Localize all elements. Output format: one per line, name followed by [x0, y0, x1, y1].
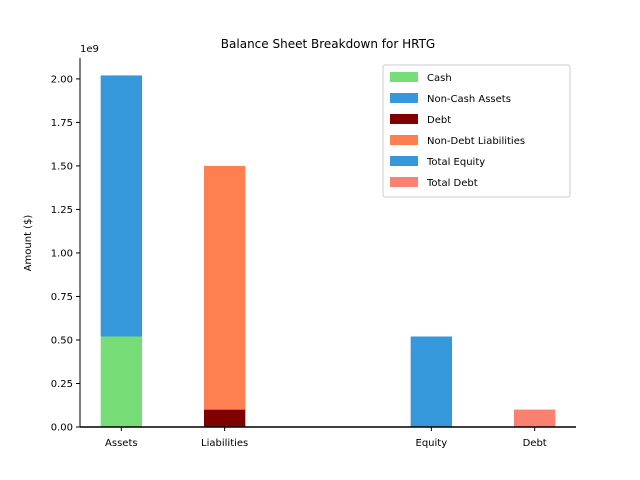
- legend-label: Non-Debt Liabilities: [427, 136, 525, 147]
- bars-group: [100, 75, 556, 427]
- y-tick-label: 1.75: [51, 118, 73, 129]
- y-tick-label: 0.25: [51, 379, 73, 390]
- legend-label: Total Debt: [426, 178, 478, 189]
- y-axis-multiplier: 1e9: [80, 44, 99, 55]
- legend-box: [382, 64, 571, 198]
- y-tick-label: 1.50: [51, 161, 73, 172]
- y-tick-label: 1.25: [51, 205, 73, 216]
- legend-swatch: [390, 156, 418, 166]
- x-tick-label: Debt: [523, 438, 547, 449]
- legend-swatch: [390, 72, 418, 82]
- bar-non-cash-assets: [100, 75, 142, 337]
- chart-title: Balance Sheet Breakdown for HRTG: [221, 37, 435, 51]
- legend-label: Debt: [427, 115, 451, 126]
- bar-cash: [100, 336, 142, 427]
- legend-swatch: [390, 93, 418, 103]
- bar-non-debt-liabilities: [204, 165, 246, 410]
- legend-label: Total Equity: [426, 157, 485, 168]
- legend-swatch: [390, 177, 418, 187]
- y-tick-label: 2.00: [51, 74, 73, 85]
- y-tick-label: 0.00: [51, 423, 73, 434]
- y-axis: 0.00 0.25 0.50 0.75 1.00 1.25 1.50 1.75 2.00: [51, 58, 81, 434]
- legend-swatch: [390, 114, 418, 124]
- legend-label: Non-Cash Assets: [427, 94, 511, 105]
- y-axis-label: Amount ($): [23, 215, 34, 272]
- y-tick-label: 0.50: [51, 335, 73, 346]
- bar-total-debt: [514, 409, 556, 427]
- bar-total-equity: [410, 336, 452, 427]
- legend-label: Cash: [427, 73, 452, 84]
- bar-debt: [204, 409, 246, 427]
- legend-swatch: [390, 135, 418, 145]
- x-tick-label: Assets: [105, 438, 138, 449]
- legend: Cash Non-Cash Assets Debt Non-Debt Liabilit…: [382, 64, 571, 198]
- x-tick-label: Equity: [416, 438, 448, 449]
- y-tick-label: 0.75: [51, 292, 73, 303]
- y-tick-label: 1.00: [51, 248, 73, 259]
- x-axis: Assets Liabilities Equity Debt: [80, 426, 576, 449]
- x-tick-label: Liabilities: [201, 438, 248, 449]
